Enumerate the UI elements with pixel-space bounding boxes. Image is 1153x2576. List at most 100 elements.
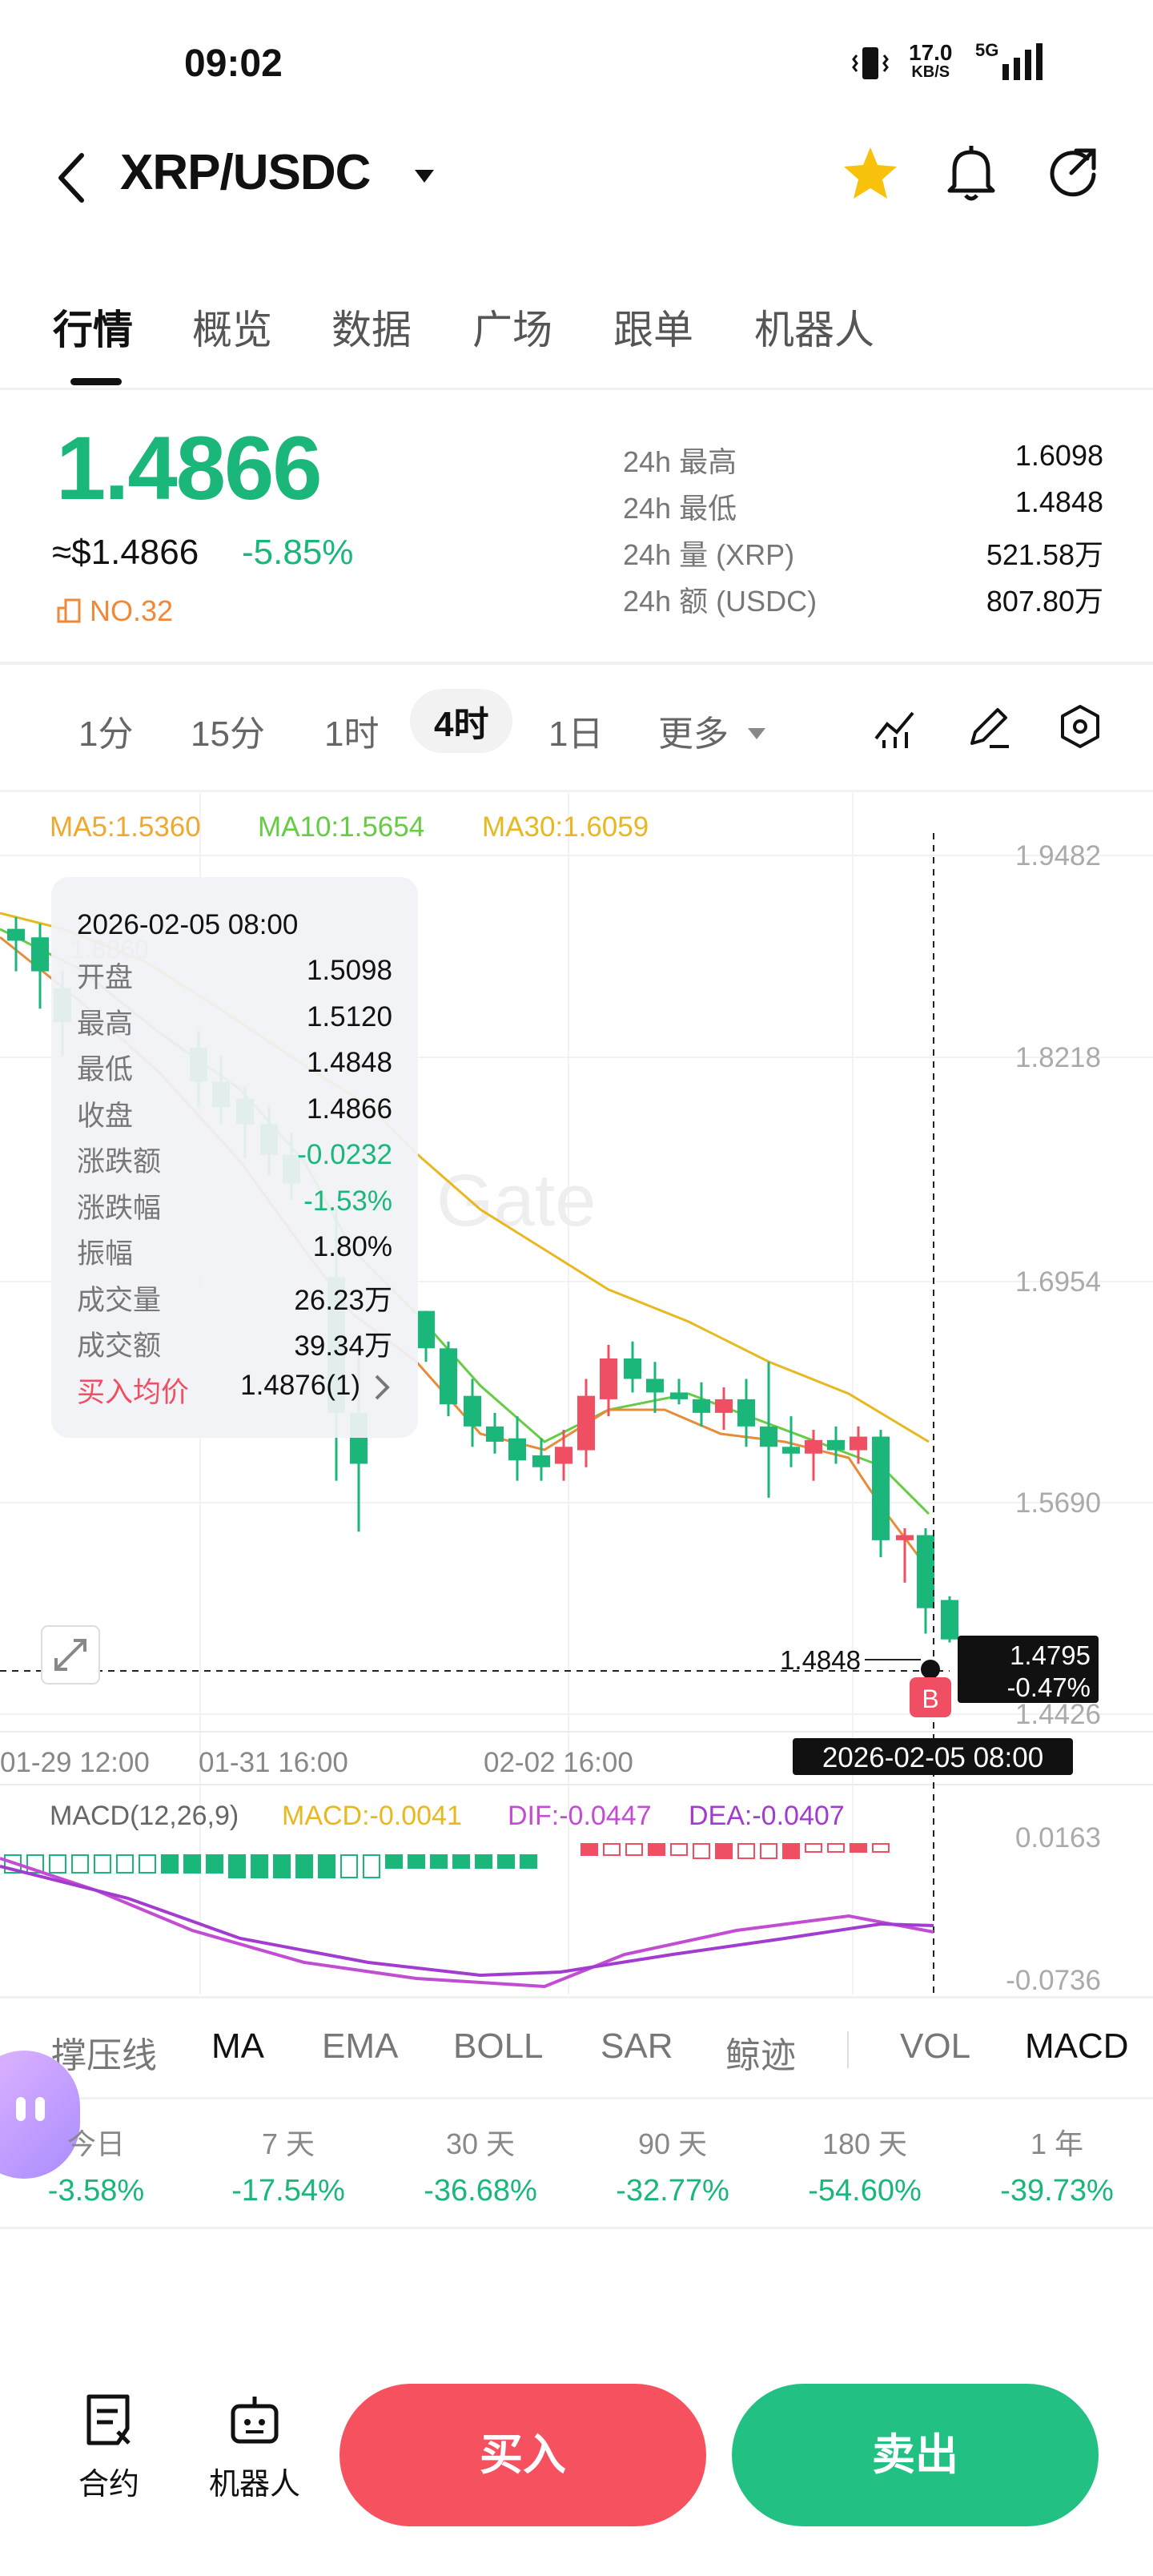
share-icon[interactable] — [1041, 141, 1105, 209]
dea-value: DEA:-0.0407 — [689, 1801, 845, 1831]
candle-body — [917, 1535, 934, 1608]
tooltip-row: 涨跌幅 -1.53% — [77, 1185, 392, 1232]
interval-more[interactable]: 更多 — [658, 705, 767, 756]
tab-robot[interactable]: 机器人 — [754, 308, 874, 352]
macd-bar — [161, 1854, 179, 1874]
indicator-sar[interactable]: SAR — [601, 2027, 673, 2066]
usd-price: ≈$1.4866 — [52, 533, 199, 572]
indicator-chart-icon[interactable] — [873, 705, 918, 754]
macd-bar — [497, 1854, 515, 1869]
y-axis-label: 1.5690 — [1015, 1487, 1101, 1519]
macd-bar — [49, 1854, 66, 1874]
candle-body — [693, 1399, 710, 1413]
candle-body — [737, 1399, 755, 1427]
tooltip-avg-row[interactable]: 买入均价 1.4876(1) — [77, 1370, 392, 1416]
dea-line — [0, 1865, 934, 1978]
status-bar: 09:02 17.0 KB/S 5G — [0, 0, 1153, 120]
back-button[interactable] — [48, 146, 96, 214]
assistant-eye — [35, 2097, 45, 2121]
indicator-macd[interactable]: MACD — [1025, 2027, 1129, 2066]
ma30-label: MA30:1.6059 — [482, 811, 649, 843]
buy-marker — [910, 1677, 951, 1717]
period-7d: 7 天 -17.54% — [231, 2127, 345, 2208]
star-icon[interactable] — [839, 143, 902, 209]
tab-market[interactable]: 行情 — [53, 308, 133, 352]
draw-pen-icon[interactable] — [966, 703, 1012, 754]
candle-body — [896, 1535, 914, 1540]
tab-square[interactable]: 广场 — [472, 308, 552, 352]
network-type: 5G — [975, 40, 999, 60]
chevron-down-icon[interactable] — [410, 160, 439, 196]
tooltip-row: 最高 1.5120 — [77, 1001, 392, 1048]
interval-more-label: 更多 — [658, 714, 729, 754]
tooltip-value: 1.5098 — [306, 955, 392, 986]
macd-bar — [408, 1854, 425, 1869]
macd-bar — [737, 1843, 755, 1859]
tooltip-value: -0.0232 — [297, 1139, 392, 1170]
interval-1m[interactable]: 1分 — [78, 714, 134, 754]
price-change: -5.85% — [242, 533, 354, 572]
tab-overview[interactable]: 概览 — [192, 308, 272, 352]
x-axis-label: 02-02 16:00 — [484, 1747, 633, 1778]
candle-body — [670, 1392, 688, 1399]
tooltip-row: 成交额 39.34万 — [77, 1323, 392, 1370]
tooltip-date: 2026-02-05 08:00 — [77, 909, 299, 940]
tooltip-key: 成交量 — [77, 1284, 162, 1316]
interval-1h[interactable]: 1时 — [324, 714, 380, 754]
tooltip-value: 1.4866 — [306, 1093, 392, 1125]
candle-body — [464, 1395, 481, 1427]
candle-body — [532, 1455, 550, 1467]
tooltip-avg-label: 买入均价 — [77, 1376, 190, 1408]
settings-hexagon-icon[interactable] — [1057, 703, 1103, 754]
candlestick-chart[interactable]: Gate MA5:1.5360 MA10:1.5654 MA30:1.6059 1.94… — [0, 793, 1153, 1994]
stat-volume: 24h 量 (XRP) 521.58万 — [623, 532, 1103, 577]
macd-bar — [520, 1854, 537, 1869]
current-price-value: 1.4795 — [1010, 1640, 1091, 1670]
assistant-bubble[interactable] — [0, 2051, 80, 2179]
robot-button[interactable]: 机器人 — [199, 2392, 311, 2503]
indicator-boll[interactable]: BOLL — [453, 2027, 544, 2066]
macd-value: MACD:-0.0041 — [282, 1801, 462, 1831]
buy-button[interactable]: 买入 — [339, 2384, 706, 2526]
indicator-support-resistance[interactable]: 撑压线 — [51, 2036, 157, 2075]
indicator-ma[interactable]: MA — [211, 2027, 264, 2066]
signal-icon — [1001, 42, 1049, 86]
bell-icon[interactable] — [940, 141, 1002, 209]
macd-bar — [71, 1854, 89, 1874]
stat-high: 24h 最高 1.6098 — [623, 439, 1103, 484]
candle-body — [827, 1439, 845, 1451]
indicator-whale[interactable]: 鲸迹 — [725, 2036, 796, 2075]
macd-bar — [625, 1843, 643, 1856]
candle-body — [7, 928, 25, 941]
macd-bar — [273, 1854, 291, 1878]
macd-bar — [363, 1854, 380, 1878]
period-today: 今日 -3.58% — [47, 2127, 145, 2208]
tooltip-key: 振幅 — [77, 1238, 134, 1270]
candle-body — [417, 1310, 435, 1349]
candle-body — [31, 937, 49, 972]
macd-bar — [206, 1854, 223, 1874]
tab-data[interactable]: 数据 — [331, 308, 412, 352]
pair-title[interactable]: XRP/USDC — [120, 145, 371, 200]
interval-15m[interactable]: 15分 — [191, 714, 265, 754]
divider — [847, 2031, 849, 2068]
sell-button[interactable]: 卖出 — [732, 2384, 1099, 2526]
y-axis-label: 1.6954 — [1015, 1266, 1101, 1298]
robot-label: 机器人 — [208, 2468, 300, 2502]
tooltip-value: 1.80% — [312, 1231, 392, 1262]
indicator-ema[interactable]: EMA — [322, 2027, 399, 2066]
candle-body — [440, 1348, 457, 1405]
contract-button[interactable]: 合约 — [53, 2392, 165, 2503]
tooltip-row: 振幅 1.80% — [77, 1231, 392, 1278]
tab-copy-trade[interactable]: 跟单 — [613, 308, 693, 352]
candle-body — [941, 1600, 958, 1640]
dif-line — [0, 1857, 934, 1989]
indicator-vol[interactable]: VOL — [900, 2027, 971, 2066]
rank-icon — [56, 597, 82, 631]
interval-1d[interactable]: 1日 — [548, 714, 604, 754]
interval-4h[interactable]: 4时 — [410, 689, 513, 753]
macd-bar — [116, 1854, 134, 1874]
macd-bar — [827, 1843, 845, 1853]
macd-title: MACD(12,26,9) — [50, 1801, 239, 1831]
macd-bar — [452, 1854, 470, 1869]
